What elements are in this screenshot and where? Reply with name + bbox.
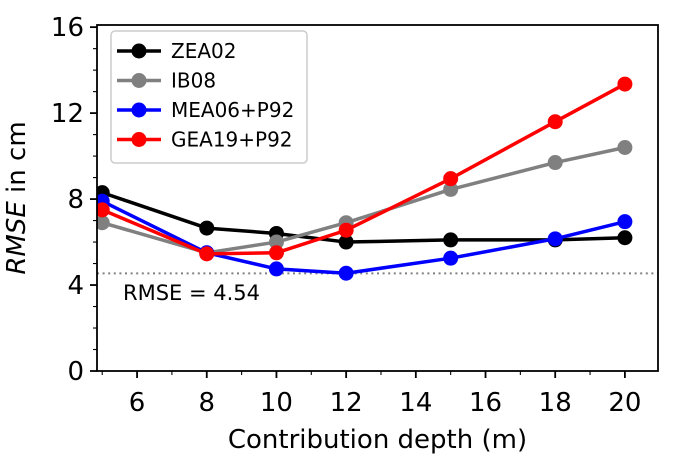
data-point-IB08 [268, 234, 284, 250]
data-point-ZEA02 [617, 230, 633, 246]
x-tick-label: 12 [330, 388, 363, 418]
data-point-IB08 [547, 155, 563, 171]
data-point-GEA19+P92 [338, 222, 354, 238]
legend-entry-ZEA02: ZEA02 [117, 39, 236, 63]
data-point-MEA06+P92 [338, 265, 354, 281]
legend-entry-IB08: IB08 [117, 69, 216, 93]
x-tick-label: 18 [539, 388, 572, 418]
data-point-GEA19+P92 [547, 114, 563, 130]
x-tick-label: 16 [469, 388, 502, 418]
data-point-MEA06+P92 [443, 250, 459, 266]
data-point-GEA19+P92 [443, 171, 459, 187]
y-tick-label: 16 [51, 13, 84, 43]
data-point-ZEA02 [338, 234, 354, 250]
data-point-GEA19+P92 [268, 245, 284, 261]
x-tick-label: 8 [198, 388, 215, 418]
data-point-MEA06+P92 [268, 261, 284, 277]
legend-label: MEA06+P92 [171, 98, 294, 122]
x-tick-label: 14 [399, 388, 432, 418]
y-tick-label: 12 [51, 99, 84, 129]
legend-marker [131, 73, 147, 88]
data-point-MEA06+P92 [547, 231, 563, 247]
annotation-rmse: RMSE = 4.54 [123, 281, 260, 305]
legend-marker [131, 43, 147, 59]
x-tick-label: 10 [260, 388, 293, 418]
x-tick-label: 6 [129, 388, 146, 418]
data-point-ZEA02 [443, 232, 459, 248]
legend-box [110, 30, 308, 164]
axes-frame [96, 24, 659, 372]
data-point-IB08 [617, 139, 633, 155]
data-point-GEA19+P92 [199, 246, 215, 262]
data-point-IB08 [443, 181, 459, 197]
series-line-MEA06+P92 [100, 199, 627, 275]
x-axis-label: Contribution depth (m) [228, 425, 527, 455]
legend-label: IB08 [171, 69, 216, 93]
x-tick-label: 20 [608, 388, 641, 418]
data-point-GEA19+P92 [97, 202, 110, 218]
data-point-GEA19+P92 [617, 76, 633, 92]
y-tick-label: 8 [67, 185, 84, 215]
x-axis: 6 8 10 12 14 16 18 20 Contribution depth (m) [101, 371, 641, 455]
data-point-IB08 [97, 215, 110, 231]
y-tick-label: 4 [67, 271, 84, 301]
series-group [97, 76, 633, 281]
legend-marker [131, 102, 147, 118]
y-tick-label: 0 [67, 357, 84, 387]
legend-marker [131, 132, 147, 147]
legend-entry-GEA19+P92: GEA19+P92 [117, 128, 293, 152]
legend-entry-MEA06+P92: MEA06+P92 [117, 98, 294, 122]
legend: ZEA02 IB08 MEA06+P92 GEA19+P92 [110, 30, 308, 164]
y-axis: 0 4 8 12 16 RMSE in cm [2, 13, 97, 387]
data-point-ZEA02 [199, 220, 215, 236]
y-axis-label: RMSE in cm [2, 121, 32, 274]
legend-label: ZEA02 [171, 39, 236, 63]
legend-label: GEA19+P92 [171, 128, 293, 152]
data-point-MEA06+P92 [617, 214, 633, 230]
